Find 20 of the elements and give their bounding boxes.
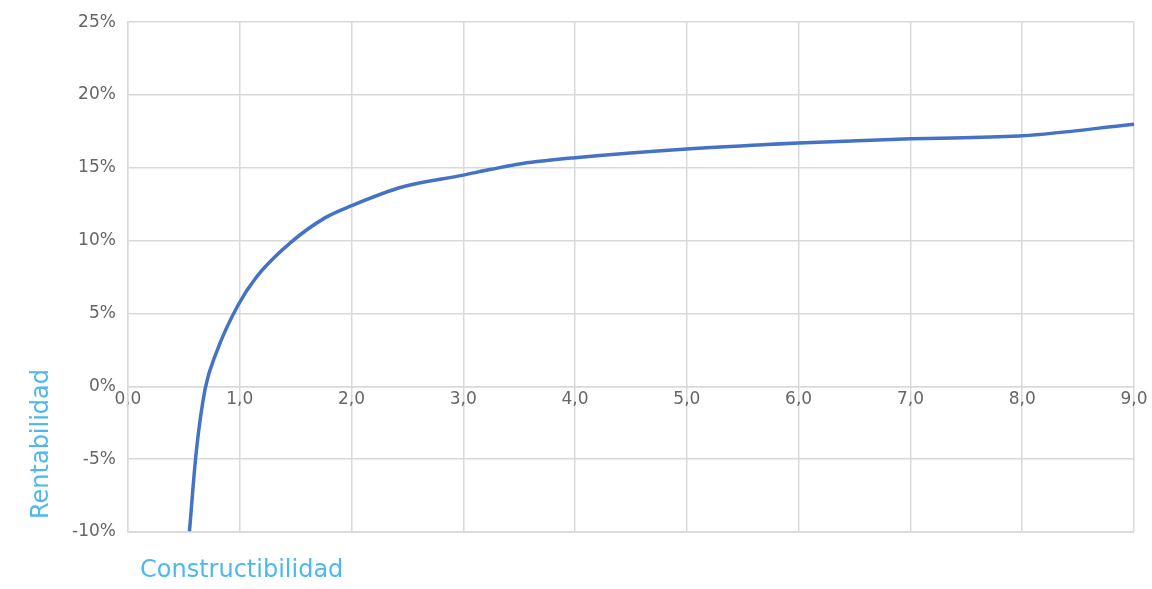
x-tick-label: 5,0 — [673, 387, 701, 408]
y-tick-label: 15% — [78, 156, 116, 177]
y-axis-title: Rentabilidad — [26, 367, 54, 522]
x-tick-label: 0,0 — [114, 387, 142, 408]
y-tick-label: -10% — [72, 520, 116, 541]
y-tick-label: 25% — [78, 10, 116, 31]
y-tick-label: 10% — [78, 229, 116, 250]
x-tick-label: 2,0 — [337, 387, 366, 408]
x-tick-label: 6,0 — [785, 387, 813, 408]
x-tick-label: 7,0 — [896, 387, 924, 408]
x-tick-label: 3,0 — [449, 387, 477, 408]
x-tick-label: 8,0 — [1008, 387, 1036, 408]
x-tick-label: 1,0 — [226, 387, 254, 408]
y-tick-label: 5% — [88, 301, 116, 322]
x-tick-label: 9,0 — [1120, 387, 1148, 408]
x-axis-title: Constructibilidad — [140, 555, 344, 583]
y-tick-label: 0% — [88, 374, 116, 395]
y-tick-label: -5% — [82, 447, 116, 468]
x-tick-label: 4,0 — [561, 387, 589, 408]
y-tick-label: 20% — [78, 83, 116, 104]
